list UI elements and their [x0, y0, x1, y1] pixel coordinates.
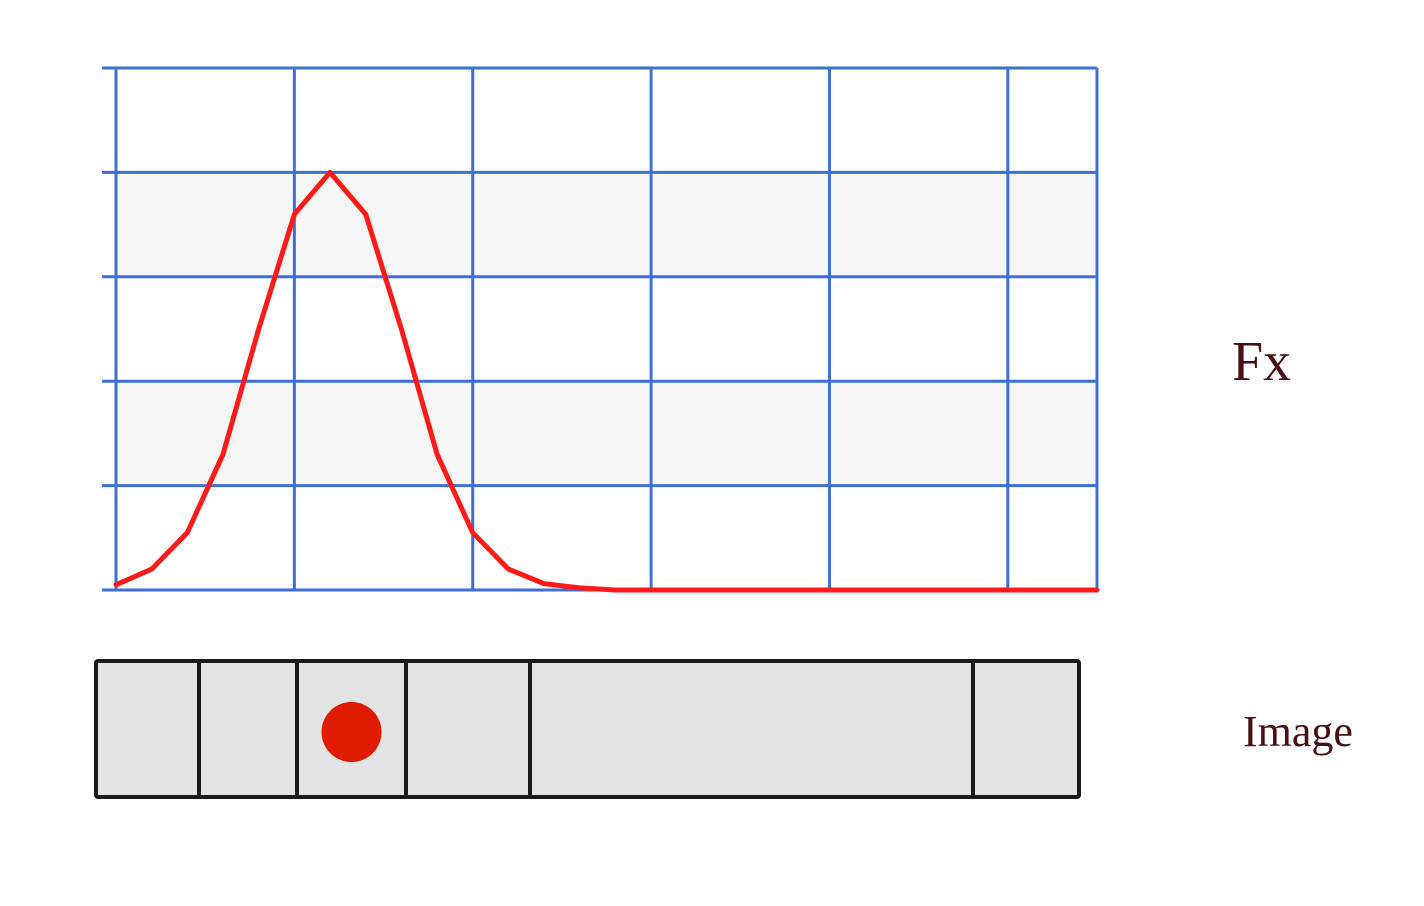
image-label: Image — [1243, 707, 1353, 756]
chart-grid — [102, 66, 1099, 592]
image-strip-dot — [321, 702, 382, 762]
chart-band-1 — [116, 172, 1097, 277]
chart-band-fills — [116, 172, 1097, 486]
image-strip — [94, 659, 1081, 799]
chart-curve-layer — [113, 169, 1100, 593]
chart-series-line — [113, 169, 1100, 593]
image-strip-frame — [94, 659, 1081, 799]
chart-band-2 — [116, 381, 1097, 486]
fx-label: Fx — [1232, 331, 1292, 393]
